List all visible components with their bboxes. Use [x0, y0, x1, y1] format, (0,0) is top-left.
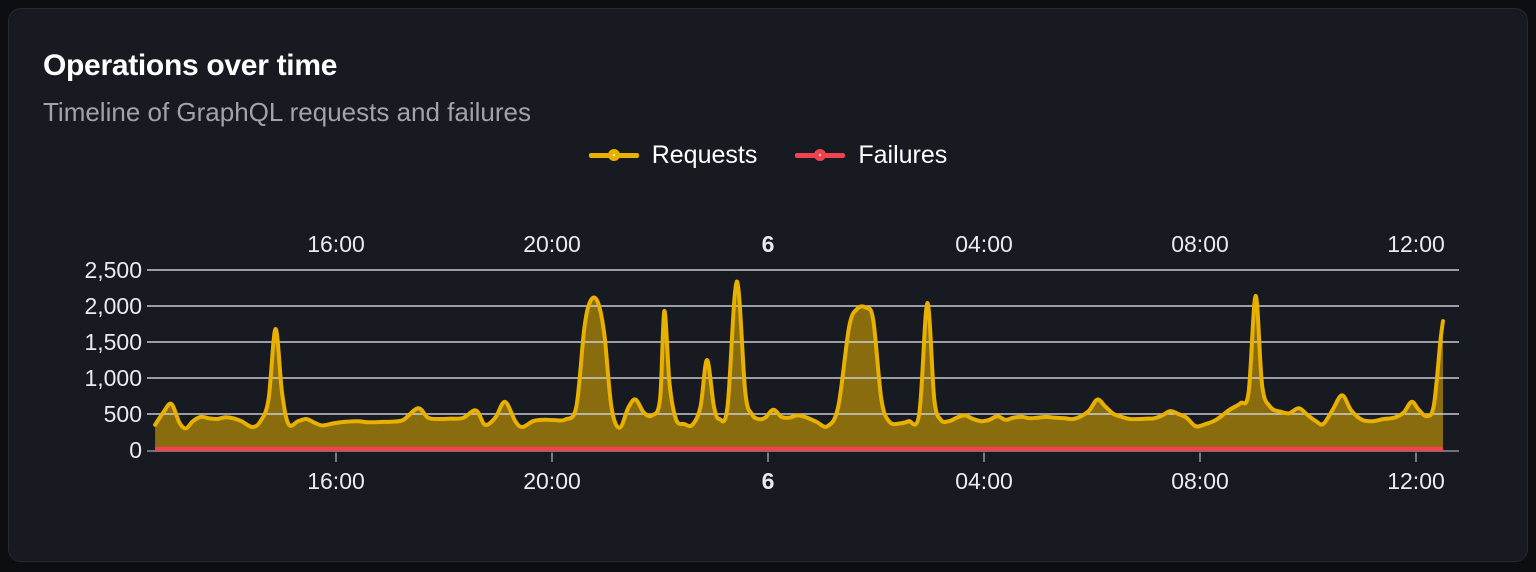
requests-line [153, 279, 1445, 431]
x-label-bottom: 08:00 [1171, 468, 1229, 494]
y-label: 2,000 [84, 293, 142, 319]
requests-series-marker-icon [588, 143, 639, 167]
operations-chart-panel: Operations over time Timeline of GraphQL… [8, 8, 1528, 562]
legend-item-failures[interactable]: Failures [795, 141, 947, 170]
x-axis-ticks [335, 452, 1417, 462]
x-label-top: 08:00 [1171, 231, 1229, 257]
y-label: 1,500 [84, 329, 142, 355]
requests-area-fill [155, 281, 1444, 448]
panel-subtitle: Timeline of GraphQL requests and failure… [43, 97, 531, 127]
chart-legend: Requests Failures [9, 139, 1527, 171]
x-axis-labels-top: 16:00 20:00 6 04:00 08:00 12:00 [307, 231, 1445, 257]
y-label: 500 [104, 401, 142, 427]
failures-series-marker-icon [795, 143, 846, 167]
x-label-top: 12:00 [1387, 231, 1445, 257]
x-label-bottom: 04:00 [955, 468, 1013, 494]
legend-label-failures: Failures [858, 140, 948, 169]
x-label-bottom: 20:00 [523, 468, 581, 494]
x-label-bottom: 12:00 [1387, 468, 1445, 494]
x-label-bottom: 16:00 [307, 468, 365, 494]
x-label-top: 6 [762, 231, 775, 257]
legend-item-requests[interactable]: Requests [588, 140, 758, 170]
y-label: 2,500 [84, 257, 142, 283]
x-label-bottom: 6 [762, 468, 775, 494]
x-axis-labels-bottom: 16:00 20:00 6 04:00 08:00 12:00 [307, 468, 1445, 494]
x-label-top: 16:00 [307, 231, 365, 257]
y-label: 1,000 [84, 365, 142, 391]
legend-label-requests: Requests [651, 140, 758, 169]
x-label-top: 20:00 [523, 231, 581, 257]
x-label-top: 04:00 [955, 231, 1013, 257]
y-axis-labels: 0 500 1,000 1,500 2,000 2,500 [84, 257, 142, 463]
y-label: 0 [129, 437, 142, 463]
panel-title: Operations over time [43, 49, 338, 82]
grid-lines [147, 269, 1459, 415]
